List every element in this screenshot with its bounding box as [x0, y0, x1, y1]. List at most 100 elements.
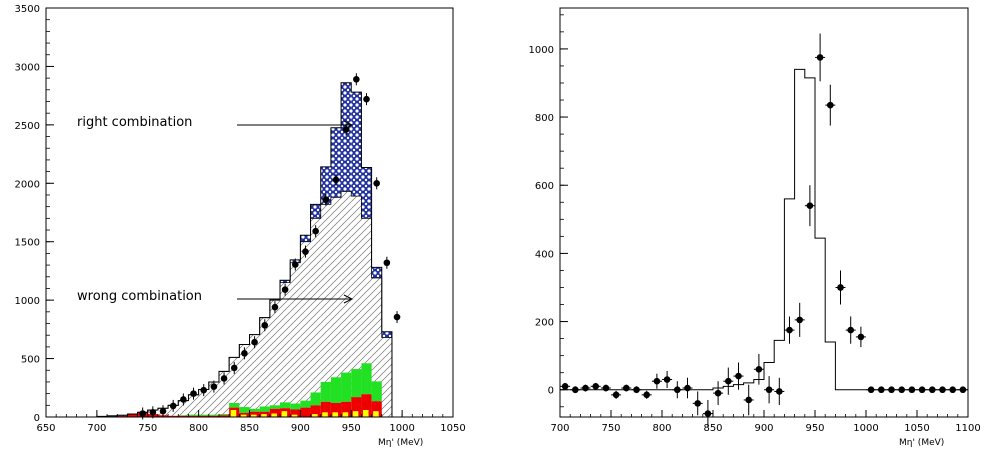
data-point — [827, 101, 834, 109]
right-fit-histogram — [560, 68, 968, 391]
data-point — [592, 383, 599, 390]
background-red-bin — [117, 415, 128, 417]
data-point — [908, 386, 916, 394]
wrong-combination-bin — [351, 196, 362, 417]
data-point — [847, 326, 854, 334]
right-combination-bin — [371, 267, 382, 278]
x-tick-label: 800 — [652, 423, 671, 434]
data-point — [867, 386, 875, 394]
data-point — [271, 303, 279, 311]
data-point — [393, 313, 401, 321]
y-tick-label: 600 — [535, 181, 554, 192]
background-yellow-bin — [362, 409, 369, 417]
wrong-combination-bin — [208, 381, 219, 417]
left-x-axis-label: Mη' (MeV) — [378, 438, 423, 448]
data-point — [929, 386, 936, 394]
background-green-bin — [341, 372, 352, 402]
data-point — [704, 410, 712, 417]
right-combination-bin — [361, 167, 372, 219]
annotation-wrong-combination: wrong combination — [77, 289, 202, 304]
background-green-bin — [330, 377, 342, 403]
data-point — [342, 126, 350, 133]
x-tick-label: 750 — [601, 423, 620, 434]
data-point — [714, 389, 722, 397]
background-yellow-bin — [322, 412, 328, 417]
data-point — [210, 383, 218, 390]
data-point — [735, 372, 742, 380]
right-plot-frame — [559, 7, 969, 418]
background-green-bin — [290, 403, 301, 410]
background-green-bin — [188, 414, 199, 416]
background-red-bin — [168, 415, 179, 417]
mc-fit-outline — [560, 68, 968, 391]
data-point — [725, 377, 732, 385]
left-outline-layer — [96, 82, 393, 417]
y-tick-label: 1000 — [15, 296, 40, 307]
data-point — [612, 391, 620, 399]
data-point — [959, 386, 967, 394]
data-point — [139, 410, 146, 417]
wrong-combination-bin — [107, 415, 118, 417]
right-combination-bin — [320, 166, 331, 205]
left-histogram-panel: 650 700 750 800 850 900 950 1000 1050 0 500 1000 15… — [15, 4, 466, 448]
background-red-bin — [188, 415, 199, 417]
y-tick-label: 2000 — [15, 179, 40, 190]
data-point — [353, 75, 360, 83]
wrong-combination-bin — [280, 282, 291, 417]
background-red-bin — [320, 401, 331, 417]
data-point — [312, 227, 319, 235]
background-red-bin — [178, 415, 189, 417]
background-yellow-bin — [271, 413, 277, 417]
data-point — [674, 386, 681, 394]
data-point — [322, 196, 330, 203]
background-red-bin — [290, 409, 301, 417]
background-red-bin — [218, 415, 230, 417]
right-histogram-panel: 700 750 800 850 900 950 1000 1050 1100 0 200 400 60… — [529, 7, 981, 448]
data-point — [786, 326, 793, 334]
left-x-ticks: 650 700 750 800 850 900 950 1000 1050 — [36, 410, 466, 434]
data-point — [332, 176, 340, 184]
background-yellow-bin — [342, 412, 349, 417]
data-point — [159, 407, 167, 415]
background-green-bin — [249, 408, 260, 412]
background-green-bin — [371, 381, 382, 402]
data-point — [837, 284, 844, 291]
data-point — [663, 376, 671, 383]
x-tick-label: 1050 — [440, 423, 465, 434]
data-point — [373, 179, 380, 187]
data-point — [383, 259, 391, 267]
y-tick-label: 400 — [535, 249, 554, 260]
data-point — [582, 384, 589, 392]
background-yellow-bin — [332, 412, 339, 417]
right-combination-bin — [330, 127, 342, 198]
background-red-bin — [127, 413, 138, 417]
wrong-combination-bin — [330, 197, 342, 417]
data-point — [363, 95, 370, 103]
background-yellow-bin — [312, 414, 318, 417]
wrong-combination-bin — [259, 317, 270, 417]
background-green-bin — [280, 402, 291, 409]
data-point — [190, 390, 197, 397]
x-tick-label: 850 — [240, 423, 259, 434]
x-tick-label: 800 — [189, 423, 208, 434]
x-tick-label: 1000 — [853, 423, 878, 434]
y-tick-label: 500 — [21, 355, 40, 366]
left-data-points — [139, 73, 401, 420]
background-red-bin — [249, 411, 260, 417]
background-green-bin — [178, 415, 189, 416]
total-mc-outline — [96, 82, 393, 417]
background-red-bin — [300, 407, 311, 417]
data-point — [918, 386, 926, 394]
data-point — [857, 333, 865, 341]
y-tick-label: 2500 — [15, 121, 40, 132]
data-point — [796, 316, 803, 324]
x-tick-label: 950 — [342, 423, 361, 434]
x-tick-label: 1100 — [955, 423, 980, 434]
background-green-bin — [198, 414, 209, 416]
data-point — [230, 364, 238, 372]
y-tick-label: 1000 — [529, 45, 554, 56]
y-tick-label: 0 — [548, 386, 554, 397]
data-point — [180, 396, 187, 403]
annotation-right-combination: right combination — [77, 115, 192, 130]
